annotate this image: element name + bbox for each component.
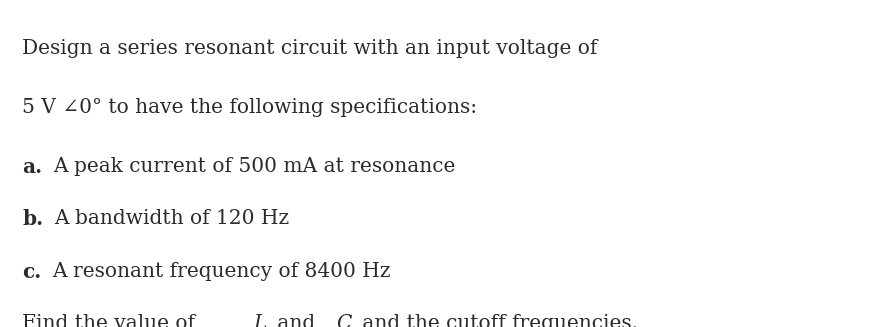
Text: 5 V ∠0° to have the following specifications:: 5 V ∠0° to have the following specificat… — [22, 98, 478, 117]
Text: and: and — [271, 314, 321, 327]
Text: A peak current of 500 mA at resonance: A peak current of 500 mA at resonance — [54, 157, 455, 176]
Text: A bandwidth of 120 Hz: A bandwidth of 120 Hz — [54, 209, 289, 228]
Text: a.: a. — [22, 157, 43, 177]
Text: c.: c. — [22, 262, 42, 282]
Text: Find the value of: Find the value of — [22, 314, 202, 327]
Text: A resonant frequency of 8400 Hz: A resonant frequency of 8400 Hz — [52, 262, 390, 281]
Text: L: L — [254, 314, 267, 327]
Text: C: C — [337, 314, 352, 327]
Text: b.: b. — [22, 209, 44, 229]
Text: Design a series resonant circuit with an input voltage of: Design a series resonant circuit with an… — [22, 39, 597, 58]
Text: and the cutoff frequencies.: and the cutoff frequencies. — [356, 314, 638, 327]
